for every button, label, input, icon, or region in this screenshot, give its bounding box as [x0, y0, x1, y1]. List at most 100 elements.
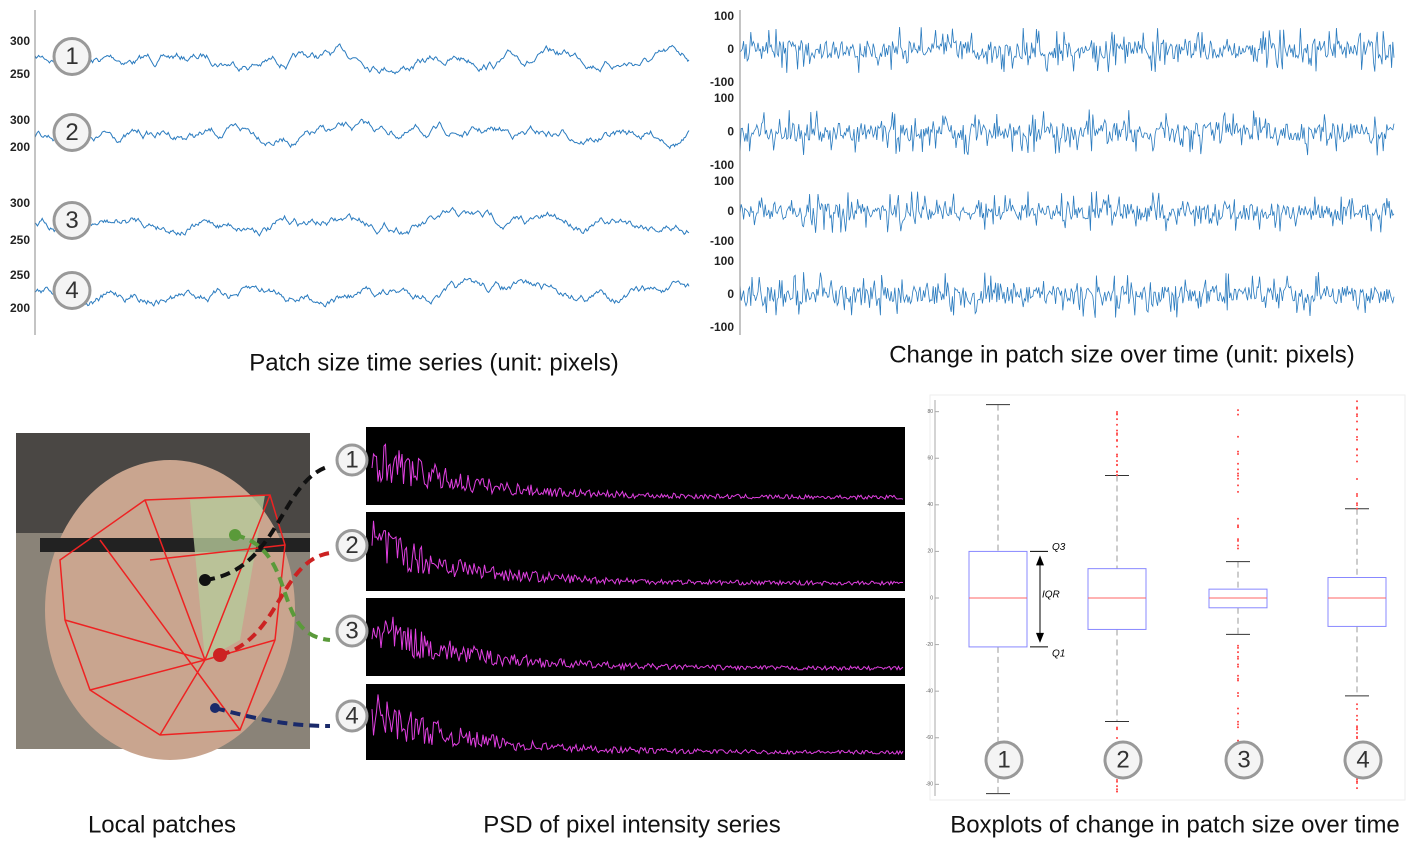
y-tick-label: 20: [927, 549, 933, 555]
number-badge: [1224, 740, 1264, 780]
signal: [739, 191, 1395, 233]
outlier-decor: [1116, 432, 1118, 435]
outlier-decor: [1237, 490, 1239, 493]
y-tick-label: 0: [727, 204, 734, 218]
outlier-decor: [1116, 429, 1118, 432]
y-tick-label: 60: [927, 456, 933, 462]
caption: Local patches: [88, 811, 236, 838]
caption: Boxplots of change in patch size over ti…: [950, 811, 1400, 838]
outlier-decor: [1356, 707, 1358, 710]
outlier-decor: [1356, 726, 1358, 729]
outlier-decor: [1356, 493, 1358, 496]
outlier-decor: [1237, 665, 1239, 668]
outlier-decor: [1356, 780, 1358, 783]
outlier-decor: [1116, 455, 1118, 458]
caption: Change in patch size over time (unit: pi…: [889, 341, 1355, 368]
box: [1087, 568, 1147, 630]
signal: [34, 118, 690, 150]
y-tick-label: -60: [926, 735, 933, 741]
y-tick-label: 0: [727, 125, 734, 139]
outlier-decor: [1237, 651, 1239, 654]
outlier-decor: [1237, 739, 1239, 742]
outlier-decor: [1356, 478, 1358, 481]
outlier-decor: [1237, 474, 1239, 477]
box: [1327, 577, 1387, 627]
y-tick-label: 250: [10, 67, 30, 81]
outlier-decor: [1356, 406, 1358, 409]
y-tick-label: 300: [10, 34, 30, 48]
outlier-decor: [1356, 714, 1358, 717]
outlier-decor: [1356, 781, 1358, 784]
outlier-decor: [1356, 415, 1358, 418]
y-tick-label: 100: [714, 174, 734, 188]
outlier-decor: [1116, 474, 1118, 477]
outlier-decor: [1116, 790, 1118, 793]
outlier-decor: [1356, 787, 1358, 790]
y-tick-label: 250: [10, 268, 30, 282]
outlier-decor: [1356, 448, 1358, 451]
caption: Patch size time series (unit: pixels): [249, 349, 618, 376]
outlier-decor: [1356, 504, 1358, 507]
face-photo: [16, 433, 310, 760]
outlier-decor: [1237, 712, 1239, 715]
number-label: 3: [345, 617, 358, 644]
outlier-decor: [1116, 785, 1118, 788]
signal: [739, 26, 1395, 73]
number-badge: [52, 113, 92, 152]
outlier-decor: [1116, 728, 1118, 731]
outlier-decor: [1237, 517, 1239, 520]
outlier-decor: [1237, 544, 1239, 547]
outlier-decor: [1116, 439, 1118, 442]
outlier-decor: [1237, 538, 1239, 541]
outlier-decor: [1356, 407, 1358, 410]
annotation: IQR: [1042, 590, 1060, 601]
outlier-decor: [1237, 547, 1239, 550]
outlier-decor: [1116, 445, 1118, 448]
outlier-decor: [1237, 677, 1239, 680]
caption: PSD of pixel intensity series: [483, 811, 780, 838]
outlier-decor: [1116, 460, 1118, 463]
y-tick-label: -100: [710, 320, 734, 334]
y-tick-label: 100: [714, 254, 734, 268]
outlier-decor: [1237, 468, 1239, 471]
number-label: 3: [1237, 746, 1250, 773]
y-tick-label: 100: [714, 91, 734, 105]
y-tick-label: 300: [10, 113, 30, 127]
outlier-decor: [1116, 788, 1118, 791]
outlier-decor: [1116, 418, 1118, 421]
number-badge: [1103, 740, 1143, 780]
outlier-decor: [1356, 420, 1358, 423]
outlier-decor: [1356, 507, 1358, 510]
outlier-decor: [1116, 780, 1118, 783]
outlier-decor: [1237, 726, 1239, 729]
number-badge: [984, 740, 1024, 780]
outlier-decor: [1116, 412, 1118, 415]
number-badge: [335, 699, 369, 733]
outlier-decor: [1237, 646, 1239, 649]
outlier-decor: [1116, 470, 1118, 473]
boxplot-frame: [929, 394, 1406, 801]
y-tick-label: -40: [926, 689, 933, 695]
psd-signal: [371, 520, 904, 587]
number-label: 2: [65, 119, 78, 146]
outlier-decor: [1356, 413, 1358, 416]
y-tick-label: 0: [727, 287, 734, 301]
outlier-decor: [1237, 695, 1239, 698]
outlier-decor: [1237, 450, 1239, 453]
outlier-decor: [1116, 736, 1118, 739]
outlier-decor: [1237, 657, 1239, 660]
outlier-decor: [1237, 655, 1239, 658]
number-badge: [52, 201, 92, 240]
number-label: 3: [65, 207, 78, 234]
outlier-decor: [1237, 477, 1239, 480]
y-tick-label: -100: [710, 75, 734, 89]
outlier-decor: [1356, 495, 1358, 498]
psd-signal: [371, 616, 904, 672]
outlier-decor: [1116, 410, 1118, 413]
outlier-decor: [1237, 679, 1239, 682]
outlier-decor: [1356, 436, 1358, 439]
number-badge: [335, 443, 369, 477]
signal: [739, 272, 1395, 318]
box: [968, 550, 1028, 648]
